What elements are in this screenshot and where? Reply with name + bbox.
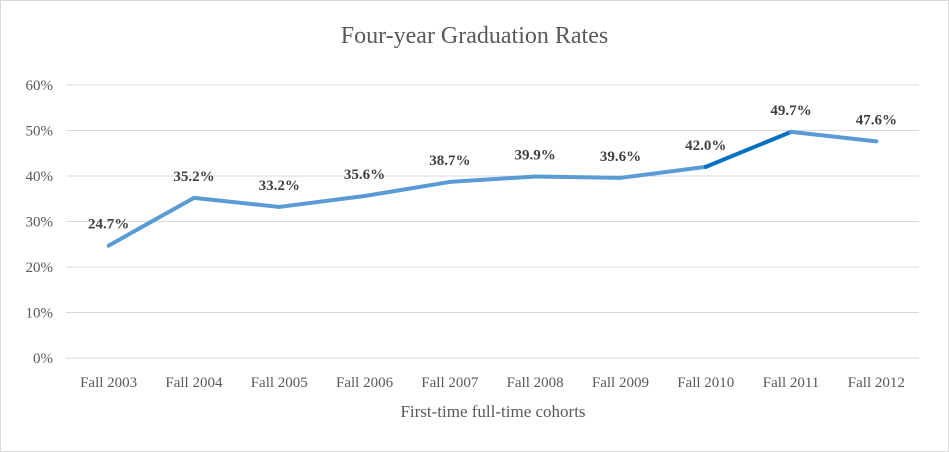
data-label: 39.9% [515,147,556,163]
y-tick-label: 30% [26,215,54,231]
x-tick-label: Fall 2012 [848,375,905,391]
x-tick-label: Fall 2010 [677,375,734,391]
line-segment [533,174,623,180]
line-segment [703,129,794,169]
data-label: 42.0% [685,138,726,154]
line-segment [277,194,367,209]
data-labels: 24.7% 35.2% 33.2% 35.6% 38.7% 39.9% 39.6% 42.0%… [88,103,897,233]
data-label: 33.2% [259,178,300,194]
x-tick-label: Fall 2009 [592,375,649,391]
y-tick-label: 40% [26,169,54,185]
data-label: 47.6% [856,112,897,128]
x-tick-label: Fall 2003 [80,375,137,391]
data-label: 35.2% [173,169,214,185]
line-segment [618,164,708,180]
y-tick-label: 0% [33,351,53,367]
x-tick-label: Fall 2005 [251,375,308,391]
data-label: 49.7% [770,103,811,119]
y-axis-ticks: 0% 10% 20% 30% 40% 50% 60% [26,78,54,367]
y-tick-label: 60% [26,78,54,94]
x-axis-title: First-time full-time cohorts [400,402,585,421]
x-tick-label: Fall 2011 [763,375,820,391]
y-tick-label: 10% [26,306,54,322]
x-tick-label: Fall 2008 [507,375,564,391]
x-tick-label: Fall 2004 [165,375,223,391]
line-segment [362,179,452,199]
line-segment [106,195,196,248]
gridlines [66,84,919,359]
x-tick-label: Fall 2007 [421,375,479,391]
line-segment [191,195,282,209]
chart-title: Four-year Graduation Rates [340,23,609,49]
data-label: 24.7% [88,217,129,233]
line-segment [789,129,879,144]
data-label: 39.6% [600,149,641,165]
x-axis-ticks: Fall 2003 Fall 2004 Fall 2005 Fall 2006 Fall… [80,375,905,391]
data-label: 38.7% [429,153,470,169]
y-tick-label: 50% [26,124,54,140]
x-tick-label: Fall 2006 [336,375,394,391]
data-label: 35.6% [344,167,385,183]
line-segment [447,174,538,184]
y-tick-label: 20% [26,260,54,276]
series-line [106,129,879,248]
